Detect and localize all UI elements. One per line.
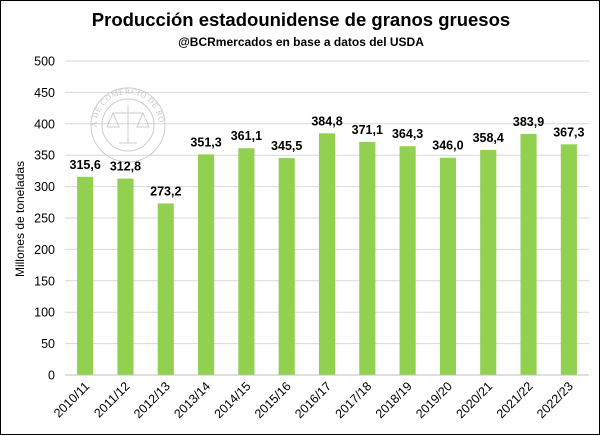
x-tick-label: 2019/20 bbox=[413, 379, 455, 421]
data-label: 358,4 bbox=[473, 131, 504, 145]
x-tick-label: 2010/11 bbox=[51, 379, 92, 420]
data-label: 273,2 bbox=[150, 184, 181, 198]
x-tick-label: 2022/23 bbox=[534, 379, 576, 421]
data-label: 361,1 bbox=[231, 129, 262, 143]
y-tick-label: 500 bbox=[34, 55, 55, 69]
y-tick-label: 100 bbox=[34, 306, 55, 320]
bar bbox=[278, 158, 295, 375]
bar bbox=[399, 146, 416, 375]
x-tick-label: 2012/13 bbox=[131, 379, 173, 421]
bar bbox=[77, 176, 94, 375]
x-tick-label: 2015/16 bbox=[252, 379, 294, 421]
x-tick-label: 2016/17 bbox=[292, 379, 334, 421]
data-label: 371,1 bbox=[352, 123, 383, 137]
data-label: 315,6 bbox=[70, 158, 101, 172]
data-label: 364,3 bbox=[392, 127, 423, 141]
y-tick-label: 150 bbox=[34, 274, 55, 288]
bars bbox=[77, 133, 577, 375]
y-tick-label: 250 bbox=[34, 212, 55, 226]
bar bbox=[480, 149, 497, 375]
x-tick-label: 2014/15 bbox=[212, 379, 254, 421]
x-tick-label: 2018/19 bbox=[373, 379, 415, 421]
bar bbox=[198, 154, 215, 375]
y-tick-label: 200 bbox=[34, 243, 55, 257]
bar bbox=[157, 203, 174, 375]
x-tick-label: 2013/14 bbox=[171, 379, 213, 421]
bar bbox=[520, 133, 537, 375]
bar bbox=[117, 178, 134, 375]
bar bbox=[439, 157, 456, 375]
chart-title: Producción estadounidense de granos grue… bbox=[92, 9, 510, 30]
y-tick-label: 50 bbox=[41, 337, 55, 351]
data-label: 312,8 bbox=[110, 160, 141, 174]
y-tick-label: 350 bbox=[34, 149, 55, 163]
y-tick-label: 0 bbox=[48, 369, 55, 383]
x-tick-label: 2011/12 bbox=[91, 379, 132, 420]
y-tick-label: 300 bbox=[34, 180, 55, 194]
data-label: 346,0 bbox=[432, 139, 463, 153]
data-label: 351,3 bbox=[190, 135, 221, 149]
x-tick-label: 2017/18 bbox=[333, 379, 375, 421]
x-axis-ticks: 2010/11 2011/122012/132013/142014/152015/… bbox=[51, 379, 576, 421]
y-tick-label: 450 bbox=[34, 86, 55, 100]
bar bbox=[359, 141, 376, 375]
y-axis-label: Millones de toneladas bbox=[13, 161, 27, 277]
data-label: 384,8 bbox=[311, 114, 342, 128]
data-label: 367,3 bbox=[553, 125, 584, 139]
y-axis-ticks: 0 50 100 150 200 250 300 350 400 450 500 bbox=[34, 55, 55, 383]
data-label: 383,9 bbox=[513, 115, 544, 129]
bar bbox=[318, 133, 336, 375]
data-label: 345,5 bbox=[271, 139, 302, 153]
chart-subtitle: @BCRmercados en base a datos del USDA bbox=[178, 35, 424, 49]
bar bbox=[238, 148, 255, 375]
bar bbox=[560, 144, 577, 375]
x-tick-label: 2021/22 bbox=[494, 379, 536, 421]
y-tick-label: 400 bbox=[34, 117, 55, 131]
x-tick-label: 2020/21 bbox=[454, 379, 496, 421]
data-labels: 315,6 312,8 273,2 351,3 361,1 345,5 384,8 371,1… bbox=[70, 114, 585, 198]
